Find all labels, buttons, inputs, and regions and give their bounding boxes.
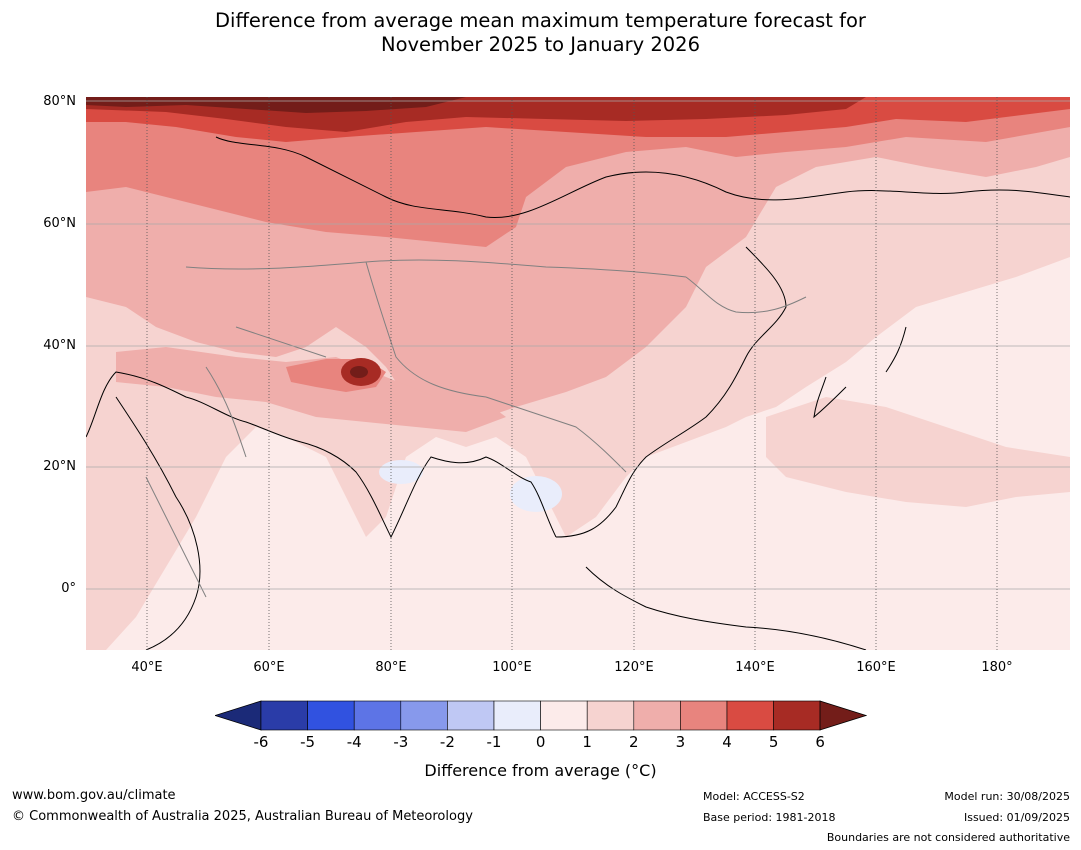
lat-label-60: 60°N bbox=[43, 216, 76, 231]
colorbar-title: Difference from average (°C) bbox=[0, 761, 1081, 780]
title-line-1: Difference from average mean maximum tem… bbox=[215, 9, 866, 32]
website-link[interactable]: www.bom.gov.au/climate bbox=[12, 788, 176, 803]
lon-label-140: 140°E bbox=[735, 660, 775, 675]
colorbar-tick-label: -6 bbox=[253, 733, 269, 751]
colorbar-tick-label: 5 bbox=[768, 733, 779, 751]
colorbar-cell bbox=[260, 700, 308, 731]
colorbar-label: Difference from average (°C) bbox=[424, 761, 657, 780]
colorbar-cell bbox=[540, 700, 588, 731]
colorbar-tick-label: 0 bbox=[535, 733, 546, 751]
colorbar-tick-label: -4 bbox=[346, 733, 362, 751]
boundary-disclaimer: Boundaries are not considered authoritat… bbox=[826, 831, 1070, 844]
lon-label-60: 60°E bbox=[253, 660, 285, 675]
colorbar-tick-label: 2 bbox=[629, 733, 639, 751]
title-line-2: November 2025 to January 2026 bbox=[381, 33, 700, 56]
colorbar-cell bbox=[400, 700, 448, 731]
colorbar-over-arrow bbox=[819, 700, 867, 731]
issued-date: Issued: 01/09/2025 bbox=[963, 811, 1070, 824]
colorbar-cell bbox=[633, 700, 681, 731]
lat-label-40: 40°N bbox=[43, 338, 76, 353]
lon-label-180: 180° bbox=[981, 660, 1013, 675]
colorbar-cell bbox=[586, 700, 635, 731]
anomaly-minus1-india bbox=[379, 460, 423, 484]
colorbar-cell bbox=[493, 700, 541, 731]
model-name: Model: ACCESS-S2 bbox=[703, 790, 805, 803]
colorbar-tick-label: 3 bbox=[675, 733, 686, 751]
chart-title: Difference from average mean maximum tem… bbox=[0, 9, 1081, 57]
lat-label-20: 20°N bbox=[43, 459, 76, 474]
lat-label-0: 0° bbox=[61, 581, 76, 596]
colorbar-tick-label: 6 bbox=[815, 733, 825, 751]
colorbar-tick-label: 1 bbox=[582, 733, 592, 751]
forecast-map bbox=[86, 97, 1070, 650]
copyright-text: © Commonwealth of Australia 2025, Austra… bbox=[12, 809, 473, 824]
anomaly-minus1-indochina bbox=[510, 476, 562, 512]
colorbar-cell bbox=[726, 700, 774, 731]
model-run-date: Model run: 30/08/2025 bbox=[944, 790, 1070, 803]
lon-label-40: 40°E bbox=[131, 660, 163, 675]
map-svg bbox=[86, 97, 1070, 650]
base-period: Base period: 1981-2018 bbox=[703, 811, 836, 824]
coastlines bbox=[86, 136, 1070, 650]
colorbar-under-arrow bbox=[215, 700, 262, 731]
gridlines bbox=[86, 100, 1070, 590]
lon-label-120: 120°E bbox=[614, 660, 654, 675]
colorbar-cells bbox=[260, 700, 821, 731]
anomaly-plus1-pacific bbox=[766, 397, 1070, 507]
anomaly-plus2-south-asia bbox=[116, 347, 506, 432]
colorbar-cell bbox=[353, 700, 402, 731]
colorbar-tick-label: -5 bbox=[300, 733, 316, 751]
colorbar-cell bbox=[447, 700, 495, 731]
colorbar-tick-label: 4 bbox=[722, 733, 732, 751]
lon-label-160: 160°E bbox=[856, 660, 896, 675]
colorbar-cell bbox=[307, 700, 355, 731]
colorbar-cell bbox=[680, 700, 728, 731]
colorbar-cell bbox=[773, 700, 821, 731]
colorbar-tick-label: -2 bbox=[439, 733, 455, 751]
colorbar bbox=[215, 700, 867, 731]
lon-label-80: 80°E bbox=[375, 660, 407, 675]
meridians bbox=[146, 97, 998, 650]
anomaly-hotspot-core bbox=[350, 366, 368, 378]
colorbar-tick-label: -1 bbox=[486, 733, 502, 751]
colorbar-tick-label: -3 bbox=[393, 733, 409, 751]
lat-label-80: 80°N bbox=[43, 94, 76, 109]
country-boundaries bbox=[145, 259, 807, 598]
lon-label-100: 100°E bbox=[492, 660, 532, 675]
